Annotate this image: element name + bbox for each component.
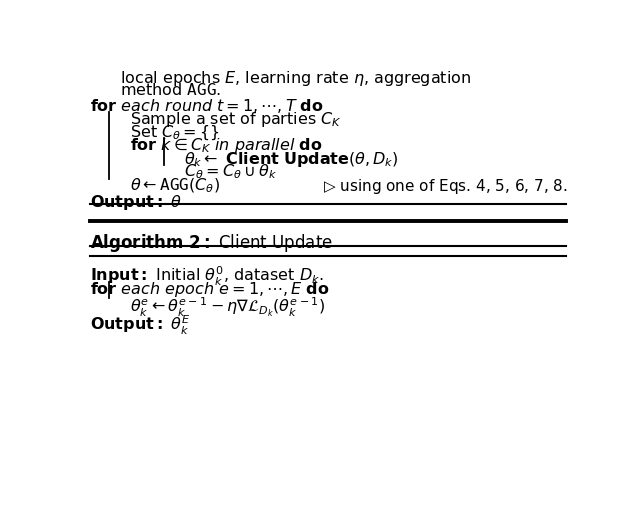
Text: $\triangleright$ using one of Eqs. 4, 5, 6, 7, 8.: $\triangleright$ using one of Eqs. 4, 5,…	[323, 177, 568, 196]
Text: $\mathbf{Algorithm\ 2:}$ Client Update: $\mathbf{Algorithm\ 2:}$ Client Update	[90, 232, 333, 254]
Text: local epochs $E$, learning rate $\eta$, aggregation: local epochs $E$, learning rate $\eta$, …	[120, 69, 471, 89]
Text: $\mathbf{Output:}$ $\theta$: $\mathbf{Output:}$ $\theta$	[90, 193, 182, 212]
Text: method $\mathtt{AGG}$.: method $\mathtt{AGG}$.	[120, 82, 221, 98]
Text: $\mathbf{for}$ $\it{each\ epoch}$ $e = 1, \cdots, E$ $\mathbf{do}$: $\mathbf{for}$ $\it{each\ epoch}$ $e = 1…	[90, 280, 330, 298]
Text: Sample a set of parties $C_K$: Sample a set of parties $C_K$	[129, 110, 341, 130]
Text: Set $C_\theta = \{\}$: Set $C_\theta = \{\}$	[129, 123, 220, 141]
Text: $C_\theta = C_\theta \cup \theta_k$: $C_\theta = C_\theta \cup \theta_k$	[184, 163, 277, 181]
Text: $\mathbf{Input:}$ Initial $\theta_k^0$, dataset $D_k$.: $\mathbf{Input:}$ Initial $\theta_k^0$, …	[90, 265, 324, 288]
Text: $\theta_k^e \leftarrow \theta_k^{e-1} - \eta \nabla \mathcal{L}_{D_k}(\theta_k^{: $\theta_k^e \leftarrow \theta_k^{e-1} - …	[129, 295, 324, 319]
Text: $\mathbf{for}$ $k \in C_K$ $\mathbf{\it{in\ parallel}}$ $\mathbf{do}$: $\mathbf{for}$ $k \in C_K$ $\mathbf{\it{…	[129, 136, 322, 155]
Text: $\mathbf{for}$ $\it{each\ round}$ $t = 1, \cdots, T$ $\mathbf{do}$: $\mathbf{for}$ $\it{each\ round}$ $t = 1…	[90, 97, 324, 115]
Text: $\theta_k \leftarrow$ $\mathbf{Client\ Update}$$(\theta, D_k)$: $\theta_k \leftarrow$ $\mathbf{Client\ U…	[184, 150, 399, 169]
Text: $\mathbf{Output:}$ $\theta_k^E$: $\mathbf{Output:}$ $\theta_k^E$	[90, 314, 191, 337]
Text: $\theta \leftarrow \mathtt{AGG}(C_\theta)$: $\theta \leftarrow \mathtt{AGG}(C_\theta…	[129, 177, 220, 195]
